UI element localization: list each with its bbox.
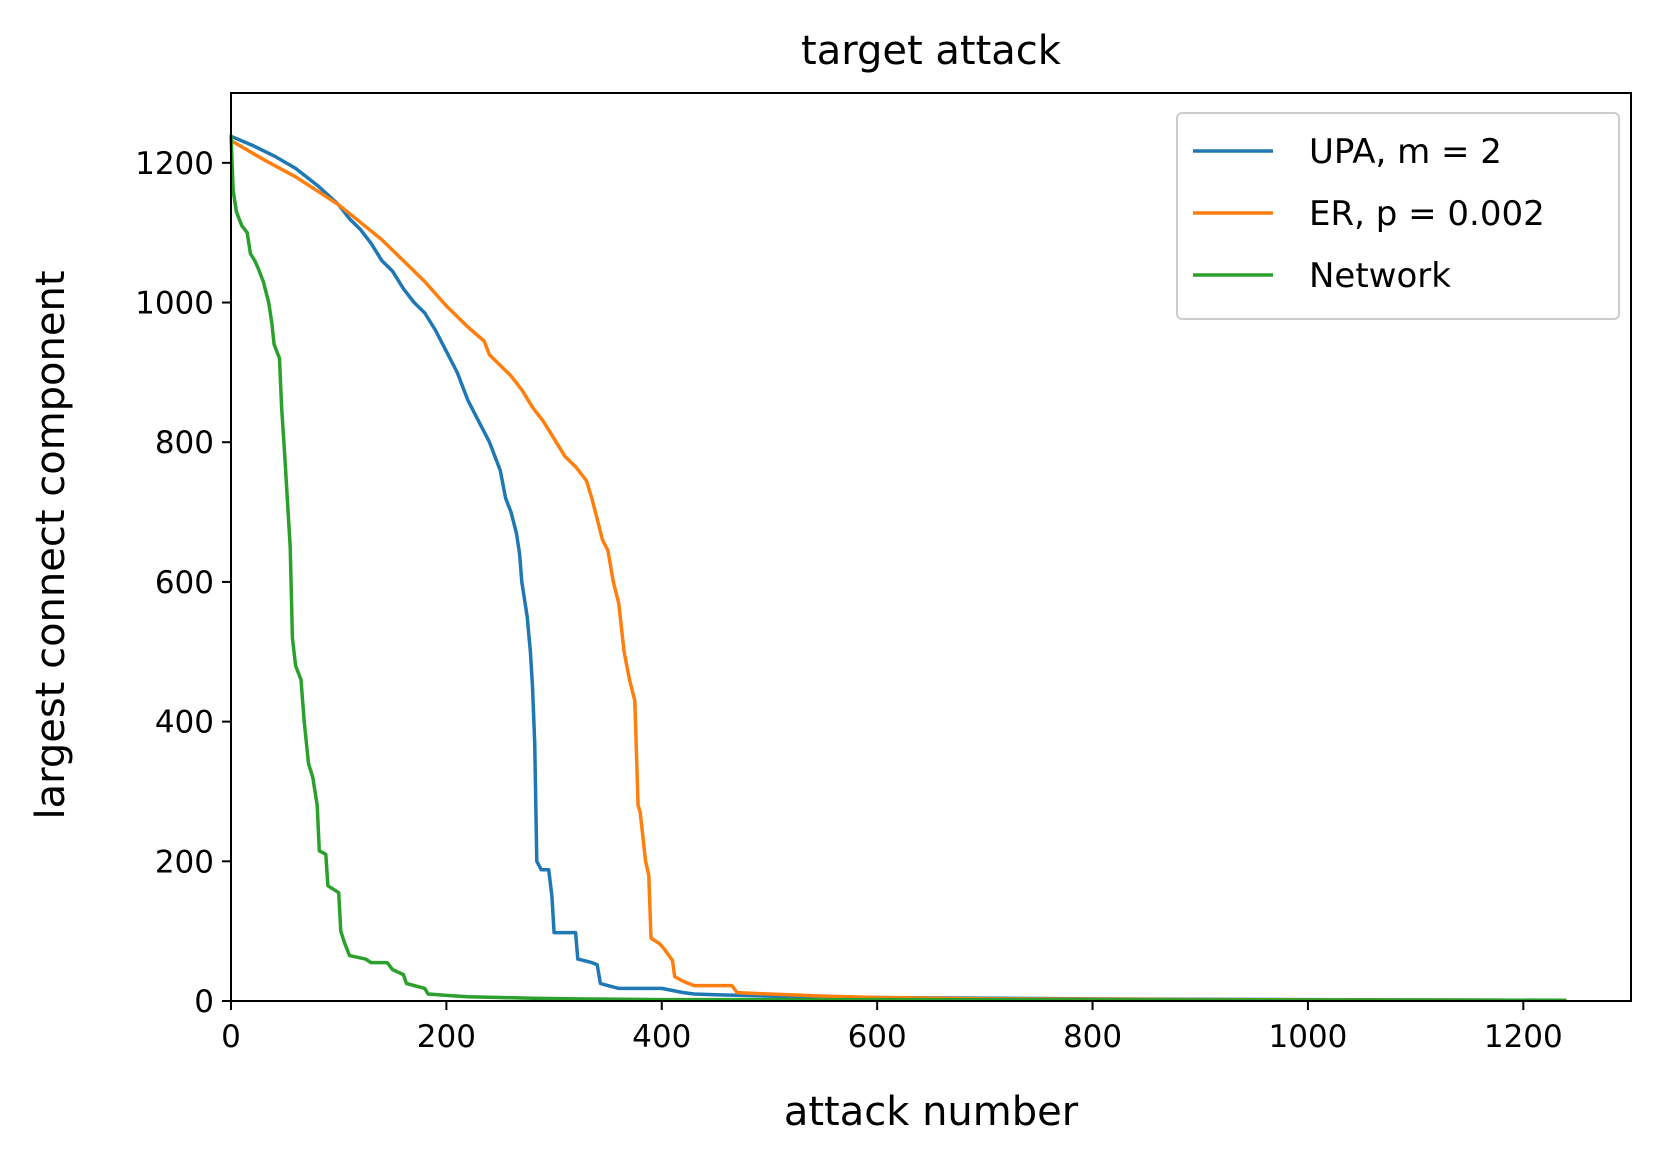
chart-title: target attack	[801, 28, 1062, 74]
plot-frame	[230, 92, 1632, 1002]
x-tick-label-1: 200	[417, 1019, 476, 1055]
y-axis-label: largest connect component	[28, 270, 74, 819]
legend-box	[1176, 112, 1620, 320]
x-tick-label-5: 1000	[1268, 1019, 1347, 1055]
y-tick-label-2: 400	[155, 705, 214, 741]
series-line-1	[230, 138, 1567, 1003]
y-tick-label-6: 1200	[135, 146, 214, 182]
legend-label-2: Network	[1309, 256, 1451, 296]
y-tick-label-5: 1000	[135, 286, 214, 322]
legend: UPA, m = 2 ER, p = 0.002 Network	[1176, 112, 1620, 320]
y-tick-label-1: 200	[155, 844, 214, 880]
x-tick-label-0: 0	[221, 1019, 241, 1055]
axes-layer: 0 200 400 600 800 1000 1200 0 200 400 600 800 1000 12…	[135, 92, 1632, 1055]
series-line-2	[229, 134, 1567, 1003]
legend-label-1: ER, p = 0.002	[1309, 194, 1545, 234]
x-tick-label-2: 400	[632, 1019, 691, 1055]
y-tick-label-4: 800	[155, 425, 214, 461]
x-axis-label: attack number	[784, 1089, 1079, 1135]
y-tick-label-3: 600	[155, 565, 214, 601]
legend-label-0: UPA, m = 2	[1309, 132, 1502, 172]
x-tick-label-4: 800	[1063, 1019, 1122, 1055]
x-tick-label-3: 600	[848, 1019, 907, 1055]
series-layer	[229, 134, 1567, 1003]
y-tick-label-0: 0	[194, 984, 214, 1020]
x-tick-label-6: 1200	[1484, 1019, 1563, 1055]
series-line-0	[230, 134, 1567, 1003]
